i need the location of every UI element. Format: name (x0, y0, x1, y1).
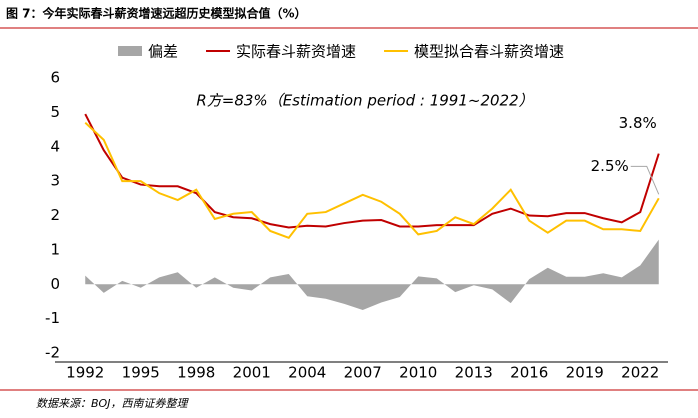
legend-label: 模型拟合春斗薪资增速 (414, 43, 564, 61)
series-line (84, 121, 660, 240)
y-tick-label: 4 (50, 137, 60, 155)
value-label: 2.5% (591, 157, 629, 175)
series-line (84, 113, 660, 229)
y-tick-label: 5 (50, 103, 60, 121)
x-tick-label: 2013 (455, 364, 493, 382)
x-tick-label: 1995 (122, 364, 160, 382)
x-tick-label: 2010 (399, 364, 437, 382)
x-tick-label: 2004 (288, 364, 326, 382)
y-tick-label: 6 (50, 69, 60, 87)
label-leader (630, 165, 660, 195)
value-label: 3.8% (619, 114, 657, 132)
annotation: R方=83%（Estimation period : 1991~2022） (196, 92, 533, 110)
y-tick-label: 0 (50, 275, 60, 293)
legend-label: 实际春斗薪资增速 (236, 43, 356, 61)
x-tick-label: 2007 (344, 364, 382, 382)
x-tick-label: 2001 (233, 364, 271, 382)
source: 数据来源：BOJ，西南证券整理 (36, 397, 189, 410)
legend-label: 偏差 (148, 43, 178, 61)
x-tick-label: 2016 (510, 364, 548, 382)
x-tick-label: 2022 (621, 364, 659, 382)
y-tick-label: 3 (50, 172, 60, 190)
y-tick-label: -2 (45, 344, 60, 362)
legend-swatch (118, 46, 142, 56)
x-tick-label: 1998 (177, 364, 215, 382)
chart-title: 图 7：今年实际春斗薪资增速远超历史模型拟合值（%） (6, 6, 307, 21)
y-tick-label: -1 (45, 309, 60, 327)
x-tick-label: 2019 (566, 364, 604, 382)
x-tick-label: 1992 (66, 364, 104, 382)
y-tick-label: 2 (50, 206, 60, 224)
y-tick-label: 1 (50, 240, 60, 258)
deviation-area (85, 239, 659, 311)
